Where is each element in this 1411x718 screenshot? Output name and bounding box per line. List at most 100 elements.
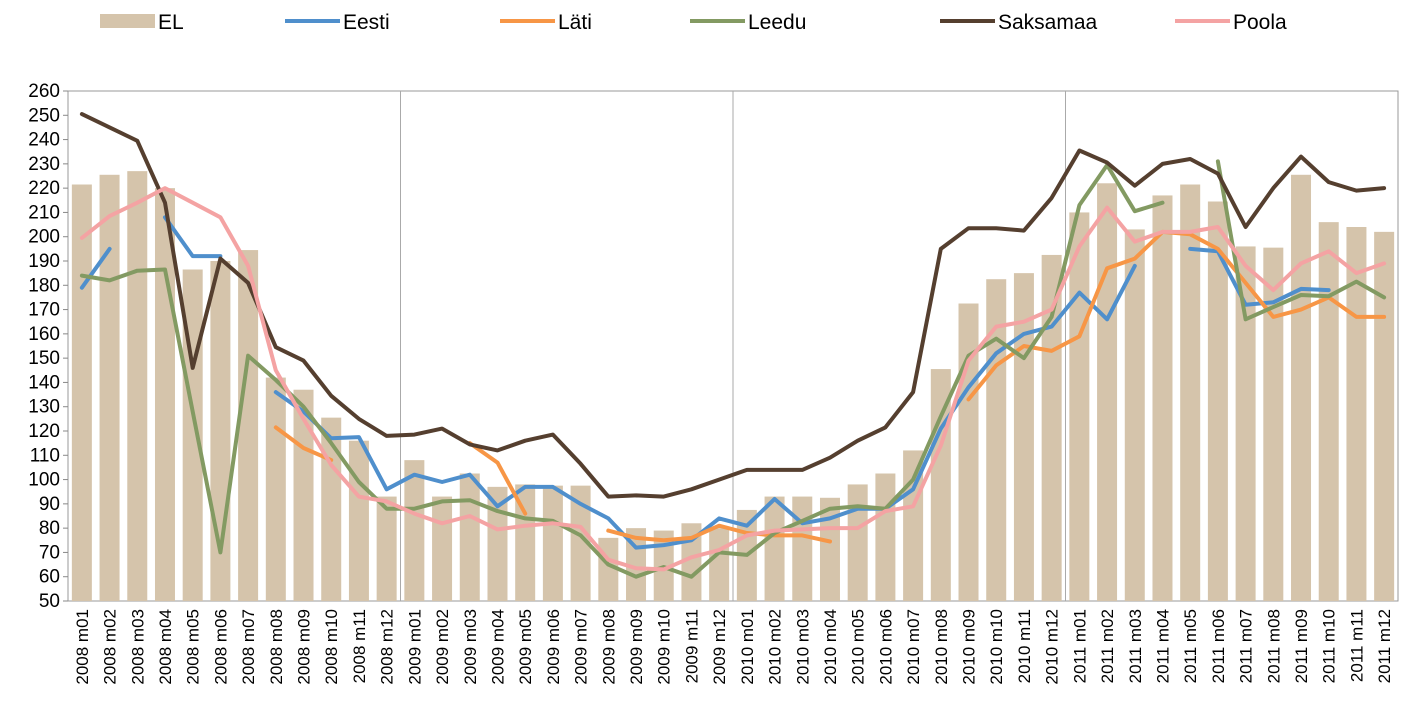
x-tick-label: 2010 m08 [932, 609, 951, 685]
x-tick-label: 2011 m01 [1070, 609, 1089, 683]
legend-label: Eesti [343, 11, 390, 34]
x-tick-label: 2009 m07 [572, 609, 591, 685]
bar [238, 250, 259, 602]
x-tick-label: 2009 m09 [627, 609, 646, 685]
bar [1318, 222, 1339, 601]
bar [265, 377, 286, 601]
x-tick-label: 2008 m02 [101, 609, 120, 685]
x-tick-label: 2008 m06 [211, 609, 230, 685]
y-tick-label: 60 [39, 567, 60, 588]
x-tick-label: 2010 m03 [793, 609, 812, 685]
legend-label: EL [158, 11, 184, 34]
legend-label: Poola [1233, 11, 1287, 34]
y-tick-label: 210 [28, 202, 60, 223]
x-tick-label: 2011 m10 [1320, 609, 1339, 683]
y-tick-label: 90 [39, 494, 60, 515]
x-tick-label: 2011 m09 [1292, 609, 1311, 683]
x-tick-label: 2009 m03 [461, 609, 480, 685]
x-tick-label: 2010 m02 [766, 609, 785, 685]
x-tick-label: 2010 m11 [1015, 609, 1034, 683]
x-tick-label: 2008 m11 [350, 609, 369, 683]
line [273, 229, 1387, 544]
y-tick-label: 110 [30, 445, 60, 466]
y-tick-label: 120 [28, 421, 60, 442]
legend-swatch [100, 14, 155, 28]
bar [321, 417, 342, 601]
bar [1041, 254, 1062, 601]
legend: EL Eesti Läti Leedu Saksamaa Poola [100, 11, 1287, 34]
bar [1346, 227, 1367, 601]
x-tick-label: 2008 m09 [295, 609, 314, 685]
legend-label: Leedu [748, 11, 806, 34]
x-tick-label: 2008 m08 [267, 609, 286, 685]
x-tick-label: 2008 m03 [128, 609, 147, 685]
x-tick-label: 2010 m01 [738, 609, 757, 685]
line [79, 159, 1387, 579]
bar [127, 171, 148, 601]
line [79, 186, 1387, 572]
bar [764, 496, 785, 601]
x-tick-label: 2011 m02 [1098, 609, 1117, 683]
y-tick-label: 200 [28, 227, 60, 248]
bar [99, 174, 120, 602]
y-tick-label: 50 [39, 591, 60, 612]
x-tick-label: 2010 m10 [987, 609, 1006, 685]
x-tick-label: 2009 m10 [655, 609, 674, 685]
x-tick-label: 2009 m12 [710, 609, 729, 685]
x-tick-label: 2008 m05 [184, 609, 203, 685]
bar [1235, 246, 1256, 601]
y-tick-label: 170 [28, 300, 60, 321]
x-tick-label: 2010 m09 [960, 609, 979, 685]
legend-label: Läti [558, 11, 592, 34]
bar [1069, 212, 1090, 601]
x-tick-label: 2010 m07 [904, 609, 923, 685]
bar [958, 303, 979, 601]
x-tick-label: 2008 m12 [378, 609, 397, 685]
bar [376, 496, 397, 601]
bar [819, 497, 840, 601]
y-tick-label: 260 [28, 81, 60, 102]
bar [1124, 229, 1145, 601]
bar [1291, 174, 1312, 602]
bar [1152, 195, 1173, 601]
bar [71, 184, 92, 601]
bar [487, 486, 508, 601]
legend-label: Saksamaa [998, 11, 1098, 34]
bar [459, 473, 480, 601]
bar [348, 440, 369, 601]
x-tick-label: 2009 m02 [433, 609, 452, 685]
x-tick-label: 2008 m04 [156, 609, 175, 685]
bar [1374, 231, 1395, 601]
y-tick-label: 150 [28, 348, 60, 369]
bar [903, 450, 924, 601]
x-tick-label: 2010 m04 [821, 609, 840, 685]
x-tick-label: 2009 m11 [682, 609, 701, 683]
bar [542, 485, 563, 601]
bar [1207, 201, 1228, 601]
bar [404, 460, 425, 601]
x-tick-label: 2011 m11 [1347, 609, 1366, 682]
x-tick-label: 2010 m12 [1043, 609, 1062, 685]
x-tick-label: 2009 m01 [405, 609, 424, 685]
x-tick-label: 2008 m10 [322, 609, 341, 685]
x-tick-label: 2009 m08 [599, 609, 618, 685]
x-tick-label: 2011 m05 [1181, 609, 1200, 683]
bar [432, 496, 453, 601]
bar [875, 473, 896, 601]
y-tick-label: 70 [39, 542, 60, 563]
line [79, 215, 1331, 550]
line [79, 112, 1387, 499]
bar [570, 485, 591, 601]
y-tick-label: 130 [28, 397, 60, 418]
bar [792, 496, 813, 601]
y-tick-label: 80 [39, 518, 60, 539]
y-tick-label: 140 [28, 372, 60, 393]
y-tick-label: 230 [28, 154, 60, 175]
x-tick-label: 2011 m12 [1375, 609, 1394, 683]
bar [847, 484, 868, 601]
x-tick-label: 2008 m07 [239, 609, 258, 685]
x-tick-label: 2011 m07 [1237, 609, 1256, 683]
x-tick-label: 2009 m06 [544, 609, 563, 685]
bar [515, 484, 536, 601]
